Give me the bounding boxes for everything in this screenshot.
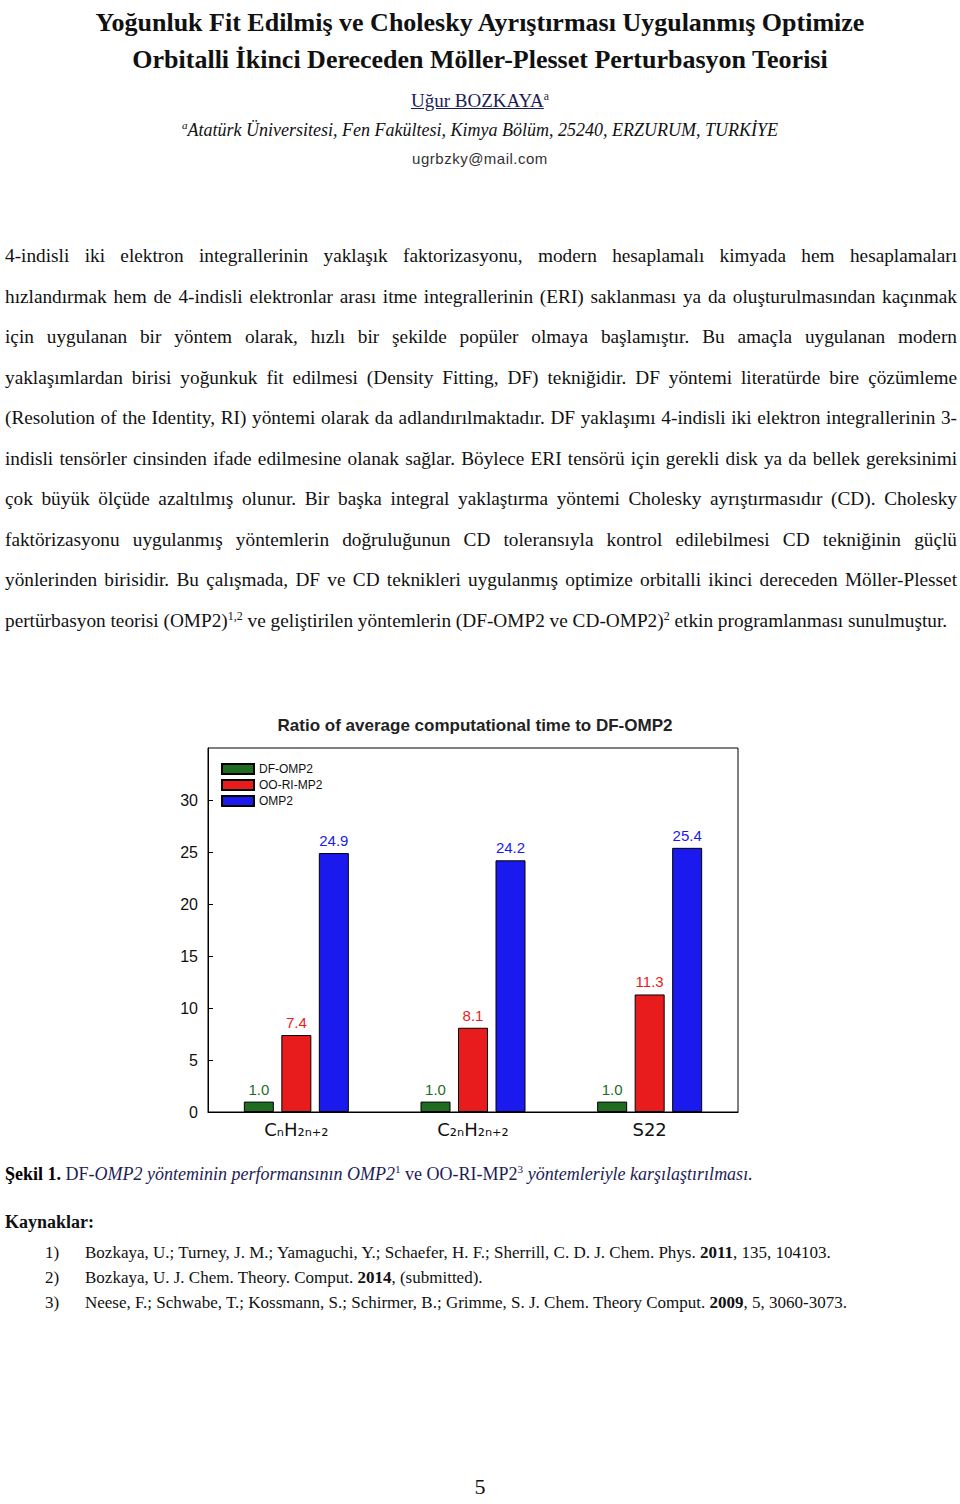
html-text:2): 2) — [45, 1268, 60, 1287]
html-text:3): 3) — [45, 1293, 60, 1312]
svg-text:24.2: 24.2 — [496, 839, 525, 856]
html-text:Neese, F.; Schwabe, T.; Kossma: Neese, F.; Schwabe, T.; Kossmann, S.; Sc… — [85, 1293, 847, 1312]
svg-text:1.0: 1.0 — [602, 1081, 623, 1098]
svg-text:30: 30 — [180, 792, 198, 809]
svg-text:5: 5 — [189, 1052, 198, 1069]
svg-text:15: 15 — [180, 948, 198, 965]
svg-text:DF-OMP2: DF-OMP2 — [259, 762, 313, 776]
svg-text:10: 10 — [180, 1000, 198, 1017]
html-text:3yöntemleriyle karşılaştırılma: 3yöntemleriyle karşılaştırılması. — [517, 1163, 753, 1184]
svg-text:C₂ₙH₂ₙ₊₂: C₂ₙH₂ₙ₊₂ — [437, 1119, 509, 1140]
html-text:Orbitalli İkinci Dereceden Möl: Orbitalli İkinci Dereceden Möller-Plesse… — [132, 45, 828, 74]
svg-text:1.0: 1.0 — [248, 1081, 269, 1098]
svg-text:24.9: 24.9 — [319, 832, 348, 849]
html-text:1ve OO-RI-MP2: 1ve OO-RI-MP2 — [395, 1163, 518, 1184]
svg-text:7.4: 7.4 — [286, 1014, 307, 1031]
svg-text:25: 25 — [180, 844, 198, 861]
html-text:ugrbzky@mail.com: ugrbzky@mail.com — [412, 150, 548, 167]
html-text:Şekil 1. DF- OMP2 yönteminin p: Şekil 1. DF- OMP2 yönteminin performansı… — [5, 1164, 395, 1184]
html-text:Kaynaklar:: Kaynaklar: — [5, 1212, 94, 1232]
html-text:Yoğunluk Fit Edilmiş ve Choles: Yoğunluk Fit Edilmiş ve Cholesky Ayrıştı… — [95, 8, 865, 37]
html-text:Uğur BOZKAYAa: Uğur BOZKAYAa — [411, 89, 549, 111]
svg-text:0: 0 — [189, 1104, 198, 1121]
svg-text:CₙH₂ₙ₊₂: CₙH₂ₙ₊₂ — [264, 1119, 328, 1140]
svg-text:20: 20 — [180, 896, 198, 913]
html-text:aAtatürk Üniversitesi, Fen Fak: aAtatürk Üniversitesi, Fen Fakültesi, Ki… — [182, 119, 778, 140]
html-text:4-indisli iki elektron integra: 4-indisli iki elektron integrallerinin y… — [5, 245, 957, 631]
html-text:5: 5 — [474, 1474, 486, 1499]
svg-text:S22: S22 — [632, 1119, 666, 1140]
html-text:1): 1) — [45, 1243, 60, 1262]
svg-text:8.1: 8.1 — [463, 1007, 484, 1024]
svg-text:Ratio of average computational: Ratio of average computational time to D… — [278, 716, 673, 735]
svg-text:OMP2: OMP2 — [259, 794, 293, 808]
html-text:Bozkaya, U. J. Chem. Theory. C: Bozkaya, U. J. Chem. Theory. Comput. 201… — [85, 1268, 483, 1287]
svg-text:1.0: 1.0 — [425, 1081, 446, 1098]
html-text:Bozkaya, U.; Turney, J. M.; Ya: Bozkaya, U.; Turney, J. M.; Yamaguchi, Y… — [85, 1243, 831, 1262]
svg-text:11.3: 11.3 — [636, 973, 664, 990]
svg-text:OO-RI-MP2: OO-RI-MP2 — [259, 778, 323, 792]
svg-text:25.4: 25.4 — [673, 827, 702, 844]
